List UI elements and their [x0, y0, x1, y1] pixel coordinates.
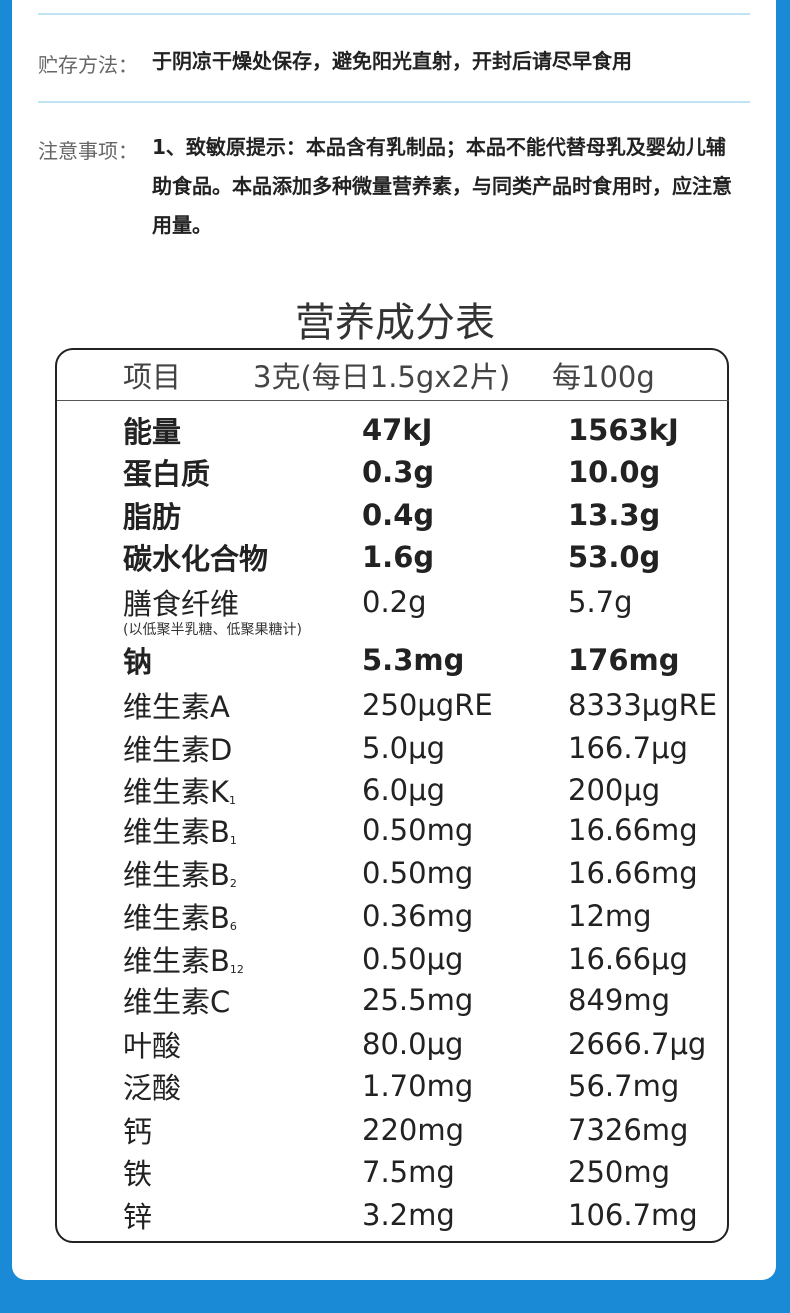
per-serving: 5.3mg [362, 643, 465, 677]
per-100g: 12mg [568, 899, 652, 933]
subscript: 6 [229, 920, 237, 933]
nutrient-name: 维生素A [123, 690, 230, 724]
table-title: 营养成分表 [295, 300, 495, 346]
nutrient-name: 维生素C [123, 985, 231, 1019]
nutrient-name: 维生素B2 [123, 858, 237, 892]
subscript: 1 [229, 794, 237, 807]
nutrient-name: 碳水化合物 [123, 542, 269, 576]
per-serving: 0.2g [362, 585, 427, 619]
per-100g: 16.66mg [568, 813, 698, 847]
per-100g: 5.7g [568, 585, 633, 619]
card [12, 0, 776, 1280]
per-100g: 16.66mg [568, 856, 698, 890]
nutrient-name: 维生素K1 [123, 775, 237, 809]
per-100g: 166.7μg [568, 731, 688, 765]
per-serving: 250μgRE [362, 688, 493, 722]
notice-text: 1、致敏原提示：本品含有乳制品；本品不能代替母乳及婴幼儿辅助食品。本品添加多种微… [152, 135, 732, 237]
per-100g: 8333μgRE [568, 688, 718, 722]
nutrient-name: 维生素B12 [123, 944, 244, 978]
per-100g: 56.7mg [568, 1069, 680, 1103]
divider [38, 13, 750, 15]
per-serving: 0.3g [362, 455, 435, 489]
nutrient-name: 叶酸 [123, 1029, 182, 1063]
nutrient-name: 脂肪 [123, 500, 182, 534]
per-100g: 200μg [568, 773, 661, 807]
subscript: 2 [229, 877, 237, 890]
nutrient-name: 蛋白质 [123, 457, 211, 491]
nutrient-name: 锌 [123, 1200, 153, 1234]
header-cell: 3克(每日1.5gx2片) [253, 360, 511, 394]
per-serving: 7.5mg [362, 1155, 455, 1189]
nutrient-name: 维生素B1 [123, 815, 237, 849]
per-100g: 176mg [568, 643, 680, 677]
per-100g: 13.3g [568, 498, 661, 532]
per-serving: 3.2mg [362, 1198, 455, 1232]
per-100g: 53.0g [568, 540, 661, 574]
per-serving: 25.5mg [362, 983, 474, 1017]
header-separator [57, 400, 729, 401]
per-100g: 10.0g [568, 455, 661, 489]
notice-label: 注意事项： [38, 139, 138, 163]
subscript: 12 [229, 963, 244, 976]
per-100g: 849mg [568, 983, 671, 1017]
nutrient-name: 维生素B6 [123, 901, 237, 935]
per-serving: 5.0μg [362, 731, 445, 765]
per-serving: 47kJ [362, 413, 433, 447]
per-serving: 80.0μg [362, 1027, 464, 1061]
nutrient-name: 钙 [123, 1115, 153, 1149]
per-100g: 106.7mg [568, 1198, 698, 1232]
per-serving: 1.6g [362, 540, 435, 574]
divider [38, 101, 750, 103]
per-100g: 2666.7μg [568, 1027, 707, 1061]
per-100g: 1563kJ [568, 413, 679, 447]
per-serving: 6.0μg [362, 773, 445, 807]
nutrient-name: 铁 [123, 1157, 153, 1191]
per-100g: 7326mg [568, 1113, 689, 1147]
header-cell: 项目 [123, 360, 182, 394]
nutrient-name: 膳食纤维 [123, 587, 240, 621]
per-serving: 0.50mg [362, 856, 474, 890]
nutrient-name: 泛酸 [123, 1071, 182, 1105]
per-serving: 220mg [362, 1113, 465, 1147]
per-serving: 0.36mg [362, 899, 474, 933]
nutrient-note: (以低聚半乳糖、低聚果糖计) [123, 622, 302, 638]
nutrient-name: 维生素D [123, 733, 233, 767]
subscript: 1 [229, 834, 237, 847]
per-100g: 16.66μg [568, 942, 688, 976]
nutrient-name: 钠 [123, 645, 153, 679]
per-serving: 1.70mg [362, 1069, 474, 1103]
per-100g: 250mg [568, 1155, 671, 1189]
table-box [55, 348, 729, 1243]
per-serving: 0.4g [362, 498, 435, 532]
storage-text: 于阴凉干燥处保存，避免阳光直射，开封后请尽早食用 [152, 49, 632, 73]
header-cell: 每100g [552, 360, 655, 394]
per-serving: 0.50μg [362, 942, 464, 976]
storage-label: 贮存方法： [38, 53, 138, 77]
per-serving: 0.50mg [362, 813, 474, 847]
nutrient-name: 能量 [123, 415, 182, 449]
